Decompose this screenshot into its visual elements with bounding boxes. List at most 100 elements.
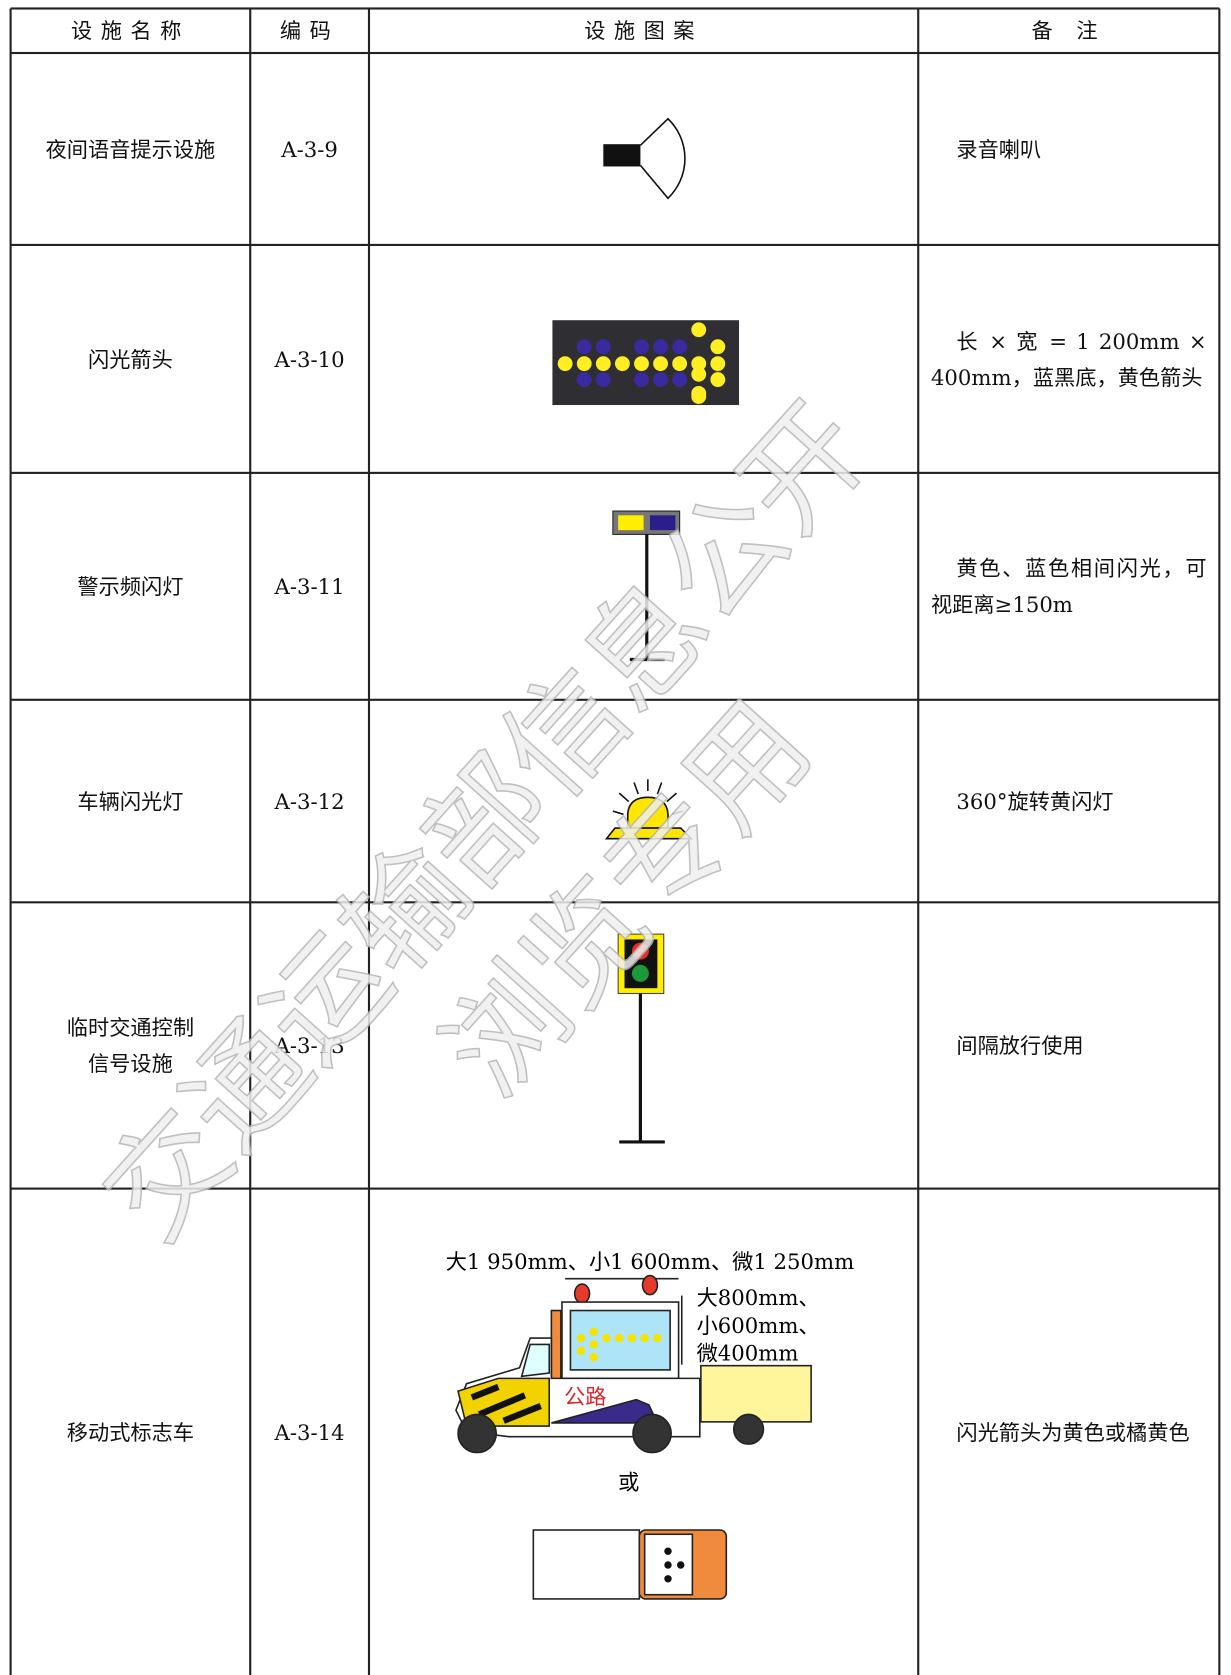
note-text: 360°旋转黄闪灯 [956, 788, 1114, 814]
red-lamp [631, 942, 649, 960]
table-border [10, 243, 1220, 246]
table-border [917, 8, 919, 1675]
truck-label: 公路 [564, 1384, 606, 1409]
beacon [573, 1283, 591, 1304]
table-border [10, 1187, 1220, 1190]
code-text: A-3-11 [274, 573, 345, 600]
wheel [632, 1413, 672, 1454]
facility-code: A-3-13 [250, 902, 369, 1188]
lamp-dot [589, 1327, 599, 1336]
stripes [470, 1383, 542, 1424]
traffic-signal [617, 933, 665, 1144]
lamp-dot [634, 339, 649, 355]
speaker-body [603, 144, 641, 167]
facility-name: 临时交通控制 信号设施 [11, 902, 251, 1188]
lamp-dot [602, 1333, 611, 1343]
table-border [9, 8, 12, 1675]
note-text: 录音喇叭 [956, 136, 1042, 162]
facility-note: 间隔放行使用 [918, 902, 1219, 1188]
lamp-dot [634, 372, 649, 388]
lamp-dot [677, 1561, 685, 1569]
lamp-dot [653, 1333, 662, 1343]
table-border [249, 8, 251, 1675]
or-label: 或 [618, 1470, 639, 1495]
truck-dots [576, 1327, 685, 1583]
lamp-dot [691, 366, 707, 382]
ray [618, 792, 630, 803]
header-text: 备 注 [1031, 18, 1107, 44]
cargo-box [700, 1364, 812, 1423]
facility-name: 移动式标志车 [11, 1189, 251, 1675]
facility-name: 警示频闪灯 [11, 473, 251, 700]
dimension-height: 小600mm、 [697, 1313, 820, 1338]
facility-code: A-3-11 [250, 473, 369, 700]
lamp-dot [576, 356, 592, 372]
table-border [10, 7, 1220, 10]
ray [666, 792, 677, 803]
facility-note: 闪光箭头为黄色或橘黄色 [918, 1189, 1219, 1675]
ray [612, 810, 624, 816]
arrow-board [552, 320, 740, 406]
lamp-dot [664, 1547, 672, 1555]
code-text: A-3-9 [281, 136, 338, 162]
truck-top-view [532, 1529, 728, 1600]
lamp-dot [627, 1333, 637, 1343]
name-line: 闪光箭头 [88, 346, 173, 372]
code-text: A-3-12 [274, 788, 345, 814]
facility-name: 夜间语音提示设施 [11, 53, 251, 245]
lamp-dot [614, 356, 630, 372]
note-text: 间隔放行使用 [956, 1032, 1084, 1059]
lamp-dot [595, 356, 611, 372]
lamp-dot [595, 372, 611, 388]
table-border [10, 901, 1220, 903]
stripe [551, 1398, 659, 1424]
facility-name: 闪光箭头 [11, 245, 251, 473]
code-text: A-3-14 [274, 1419, 345, 1445]
ray [672, 810, 684, 816]
board-frame [550, 1309, 562, 1382]
cargo-top [532, 1529, 641, 1600]
name-line: 警示频闪灯 [77, 573, 184, 600]
table-border [10, 698, 1220, 701]
facility-code: A-3-12 [250, 700, 369, 903]
wheel [732, 1413, 765, 1445]
table-border [367, 8, 370, 1675]
header-cell: 备 注 [918, 8, 1219, 53]
green-lamp [631, 964, 649, 982]
lamp-dot [653, 339, 668, 355]
header-text: 设施名称 [71, 18, 190, 44]
dimension-height: 微400mm [697, 1340, 799, 1365]
dome-base [604, 827, 694, 840]
note-text: 长 × 宽 = 1 200mm × 400mm，蓝黑底，黄色箭头 [930, 328, 1207, 390]
header-text: 编码 [279, 18, 340, 44]
facility-note: 360°旋转黄闪灯 [918, 700, 1219, 903]
strobe-light [612, 510, 681, 662]
header-cell: 编码 [250, 8, 369, 53]
dimension-height: 大800mm、 [697, 1285, 820, 1310]
lamp-dot [672, 339, 688, 355]
speaker-cone [639, 117, 686, 200]
table-border [10, 471, 1220, 474]
name-line: 车辆闪光灯 [77, 788, 184, 814]
header-cell: 设施名称 [11, 8, 251, 53]
facility-note: 录音喇叭 [918, 53, 1219, 245]
lamp-dot [634, 356, 649, 372]
lamp-dot [672, 372, 688, 388]
note-text: 闪光箭头为黄色或橘黄色 [956, 1419, 1190, 1445]
name-line: 夜间语音提示设施 [45, 136, 216, 162]
facility-code: A-3-10 [250, 245, 369, 473]
facility-code: A-3-9 [250, 53, 369, 245]
lamp-dot [664, 1561, 672, 1569]
header-cell: 设施图案 [369, 8, 918, 53]
code-text: A-3-10 [274, 346, 345, 372]
lamp-dot [691, 356, 707, 372]
wheel [457, 1413, 498, 1454]
facility-name: 车辆闪光灯 [11, 700, 251, 903]
lamp-dot [614, 1333, 624, 1343]
name-line: 信号设施 [88, 1050, 173, 1077]
lamp-dot [589, 1340, 599, 1349]
lamp-dot [557, 356, 573, 372]
table-border [10, 51, 1220, 54]
ray [656, 782, 663, 795]
